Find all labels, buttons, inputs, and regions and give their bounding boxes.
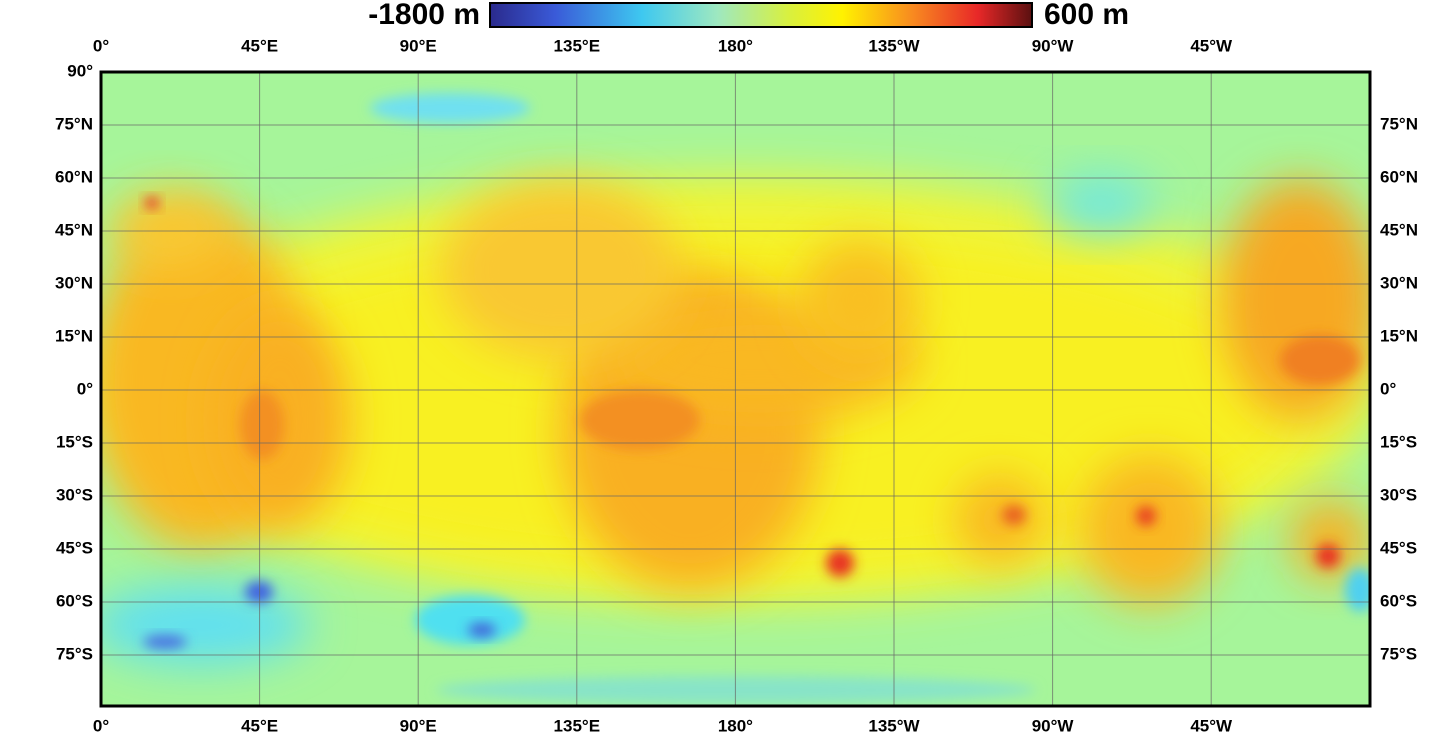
terrain-patch — [1290, 500, 1370, 580]
lat-label-left: 45°N — [55, 220, 93, 239]
lon-label-top: 0° — [93, 36, 109, 55]
terrain-patch — [1002, 505, 1026, 525]
terrain-patch — [1045, 175, 1155, 235]
lat-label-left: 75°N — [55, 114, 93, 133]
terrain-patch — [1280, 335, 1360, 385]
lon-label-bottom: 90°E — [400, 716, 437, 735]
terrain-patch — [440, 180, 680, 360]
lat-label-right: 30°N — [1380, 273, 1418, 292]
terrain-patch — [468, 623, 496, 637]
terrain-patch — [436, 676, 1036, 704]
terrain-patch — [143, 635, 187, 649]
lon-label-bottom: 0° — [93, 716, 109, 735]
lat-label-left: 0° — [77, 379, 93, 398]
terrain-patch — [1080, 455, 1220, 605]
lon-label-bottom: 135°W — [868, 716, 920, 735]
lon-label-bottom: 90°W — [1032, 716, 1075, 735]
axis-labels: 0° 0° 45°E 45°E 90°E 90°E 135°E 135°E 180° 180° 13… — [55, 36, 1418, 735]
lat-label-left: 45°S — [56, 538, 93, 557]
terrain-patch — [1345, 568, 1370, 612]
lat-label-right: 0° — [1380, 379, 1396, 398]
lat-label-right: 30°S — [1380, 485, 1417, 504]
lat-label-left: 60°S — [56, 591, 93, 610]
lat-label-right: 75°S — [1380, 644, 1417, 663]
lon-label-bottom: 45°W — [1190, 716, 1233, 735]
terrain-patch — [101, 585, 310, 665]
terrain-patch — [1220, 180, 1370, 420]
lat-label-right: 75°N — [1380, 114, 1418, 133]
terrain-patch — [245, 581, 273, 603]
lon-label-bottom: 135°E — [554, 716, 601, 735]
terrain-patch — [110, 190, 230, 270]
terrain-patch — [580, 390, 700, 450]
lon-label-bottom: 45°E — [241, 716, 278, 735]
lat-label-right: 15°N — [1380, 326, 1418, 345]
lat-label-left: 90° — [67, 61, 93, 80]
colorbar — [489, 2, 1033, 28]
lat-label-right: 45°S — [1380, 538, 1417, 557]
terrain-patch — [415, 595, 525, 645]
lon-label-bottom: 180° — [718, 716, 753, 735]
lon-label-top: 45°W — [1190, 36, 1233, 55]
colorbar-max: 600 m — [1044, 0, 1129, 31]
lon-label-top: 90°E — [400, 36, 437, 55]
terrain-patch — [145, 197, 159, 209]
map-frame — [99, 70, 1372, 708]
lat-label-left: 15°S — [56, 432, 93, 451]
lat-label-right: 15°S — [1380, 432, 1417, 451]
terrain-patch — [1136, 506, 1156, 526]
lon-label-top: 180° — [718, 36, 753, 55]
graticule — [101, 72, 1370, 706]
lat-label-left: 30°S — [56, 485, 93, 504]
terrain-patch — [1316, 544, 1340, 568]
colorbar-min: -1800 m — [368, 0, 480, 31]
lat-label-right: 60°S — [1380, 591, 1417, 610]
lat-label-left: 75°S — [56, 644, 93, 663]
lon-label-top: 90°W — [1032, 36, 1075, 55]
lat-label-left: 60°N — [55, 167, 93, 186]
lon-label-top: 135°E — [554, 36, 601, 55]
lon-label-top: 135°W — [868, 36, 920, 55]
terrain-patch — [240, 390, 284, 460]
lat-label-left: 30°N — [55, 273, 93, 292]
lat-label-right: 60°N — [1380, 167, 1418, 186]
terrain-patch — [370, 93, 530, 123]
terrain-patch — [826, 549, 854, 577]
terrain-patch — [800, 240, 920, 360]
terrain-patch — [955, 475, 1045, 565]
lat-label-left: 15°N — [55, 326, 93, 345]
lat-label-right: 45°N — [1380, 220, 1418, 239]
lon-label-top: 45°E — [241, 36, 278, 55]
